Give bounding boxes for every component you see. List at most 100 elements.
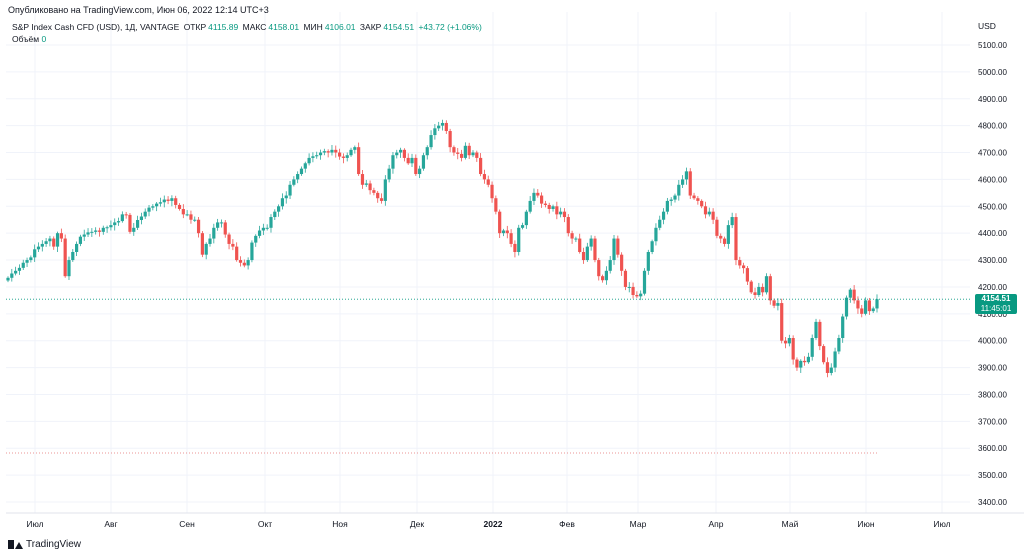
candle [254,234,258,247]
candle [787,334,791,347]
candle [631,282,635,299]
candle [654,223,658,246]
y-tick-label: 3500.00 [978,471,1007,480]
candle [524,209,528,229]
published-caption: Опубликовано на TradingView.com, Июн 06,… [8,5,269,15]
brand-name: TradingView [26,539,82,550]
candle [764,273,769,295]
candle [730,212,734,229]
candle [391,151,395,174]
candle [776,298,780,311]
candle [52,236,56,250]
symbol-legend[interactable]: S&P Index Cash CFD (USD), 1Д, VANTAGE ОТ… [12,22,484,32]
candle [494,195,498,215]
candle [726,220,730,249]
candle [440,119,445,131]
low-value: 4106.01 [324,22,356,32]
candle [650,239,654,255]
candle [738,256,742,269]
candle [349,147,353,157]
candle [78,234,83,247]
candle [223,220,227,238]
candle [6,276,10,283]
candle [48,235,52,247]
candle [155,201,159,212]
candle [581,247,586,264]
symbol-title[interactable]: S&P Index Cash CFD (USD), 1Д, VANTAGE [12,22,180,32]
candle [44,238,48,247]
candle [722,236,727,247]
candle [71,249,75,262]
high-label: МАКС [242,22,267,32]
candle [357,142,361,176]
candle [669,197,673,206]
candle [585,242,589,262]
candle [456,147,460,160]
tradingview-logo-icon [8,540,23,549]
candle [509,229,513,248]
change-value: +43.72 (+1.06%) [418,22,482,32]
y-tick-label: 4500.00 [978,202,1007,211]
candle [265,224,269,231]
candle [555,201,559,220]
y-tick-label: 4200.00 [978,283,1007,292]
candle [257,225,262,239]
candle [132,222,136,236]
candle [398,147,403,158]
candle [292,176,296,187]
candle [250,240,254,263]
candle [368,180,372,195]
candle [745,265,750,286]
candle [151,204,155,211]
candle [635,291,639,298]
candle [318,149,323,160]
x-tick-label: Авг [104,519,117,529]
candle [681,175,685,189]
candle [482,169,487,184]
candle [551,204,555,212]
price-axis[interactable]: 5100.00 5000.00 4900.00 4800.00 4700.00 4600.… [978,41,1007,507]
y-tick-label: 3600.00 [978,444,1007,453]
footer-brand[interactable]: TradingView [8,539,81,550]
y-tick-label: 5100.00 [978,41,1007,50]
x-tick-label: Май [782,519,799,529]
x-tick-label: Ноя [332,519,348,529]
candle [860,304,864,318]
y-tick-label: 3700.00 [978,417,1007,426]
currency-label: USD [978,21,996,31]
candle [166,196,170,205]
y-tick-label: 5000.00 [978,68,1007,77]
candle [40,240,44,252]
candle [196,217,201,238]
candle [185,210,189,217]
candle [479,153,483,177]
candle [684,167,689,185]
candle [810,334,814,361]
candle [204,242,208,260]
y-tick-label: 4900.00 [978,95,1007,104]
candle [147,204,151,217]
candle [463,142,467,160]
candle [700,199,704,209]
candle [353,145,357,154]
candle [124,211,128,219]
close-value: 4154.51 [383,22,415,32]
volume-legend[interactable]: Объём 0 [12,34,46,44]
candle [459,149,464,162]
candle [791,335,795,365]
candle [177,203,182,211]
candle [593,235,597,263]
candle [677,179,681,201]
candle [86,228,90,237]
time-axis[interactable]: Июл Авг Сен Окт Ноя Дек 2022 Фев Мар Апр Май Июн Июл [26,519,950,529]
low-label: МИН [303,22,323,32]
candle [67,256,71,280]
candle [802,356,807,366]
y-tick-label: 4100.00 [978,310,1007,319]
candle [105,225,109,233]
candle [768,273,772,305]
candle [322,148,326,156]
candle [59,228,63,243]
candle [749,279,753,294]
